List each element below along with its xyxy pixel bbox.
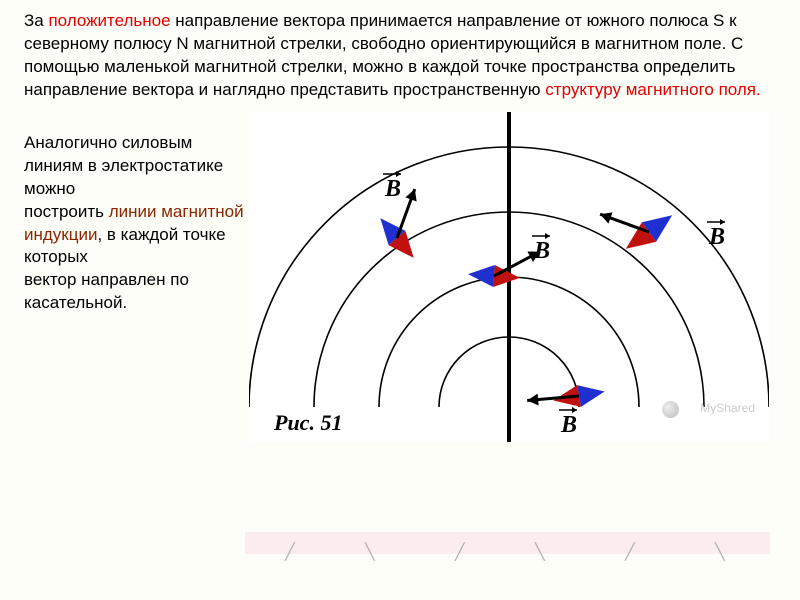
content-row: Аналогично силовым линиям в электростати…: [0, 102, 800, 442]
text-highlight: структуру магнитного поля.: [545, 80, 760, 99]
diagram-svg: B B B B: [249, 112, 769, 442]
strip-tick: ╲: [715, 542, 729, 556]
strip-tick: ╱: [285, 542, 299, 556]
text: За: [24, 11, 48, 30]
text-highlight: положительное: [48, 11, 175, 30]
magnetic-field-diagram: B B B B Рис. 51 MyShared: [249, 112, 769, 442]
top-paragraph: За положительное направление вектора при…: [0, 0, 800, 102]
strip-tick: ╲: [365, 542, 379, 556]
text: построить линии магнитной индукции, в ка…: [24, 201, 249, 270]
watermark-text: MyShared: [700, 400, 755, 416]
strip-tick: ╱: [625, 542, 639, 556]
side-paragraph: Аналогично силовым линиям в электростати…: [24, 112, 249, 316]
svg-text:B: B: [533, 238, 550, 264]
strip-tick: ╱: [455, 542, 469, 556]
figure-caption: Рис. 51: [274, 408, 342, 438]
svg-text:B: B: [384, 176, 401, 202]
text: вектор направлен по касательной.: [24, 269, 249, 315]
svg-text:B: B: [708, 224, 725, 250]
strip-tick: ╲: [535, 542, 549, 556]
decorative-strip: ╱ ╲ ╱ ╲ ╱ ╲: [245, 532, 770, 554]
svg-text:B: B: [560, 412, 577, 438]
figure-container: B B B B Рис. 51 MyShared: [249, 112, 800, 442]
watermark-icon: [662, 401, 679, 418]
text: Аналогично силовым линиям в электростати…: [24, 132, 249, 201]
